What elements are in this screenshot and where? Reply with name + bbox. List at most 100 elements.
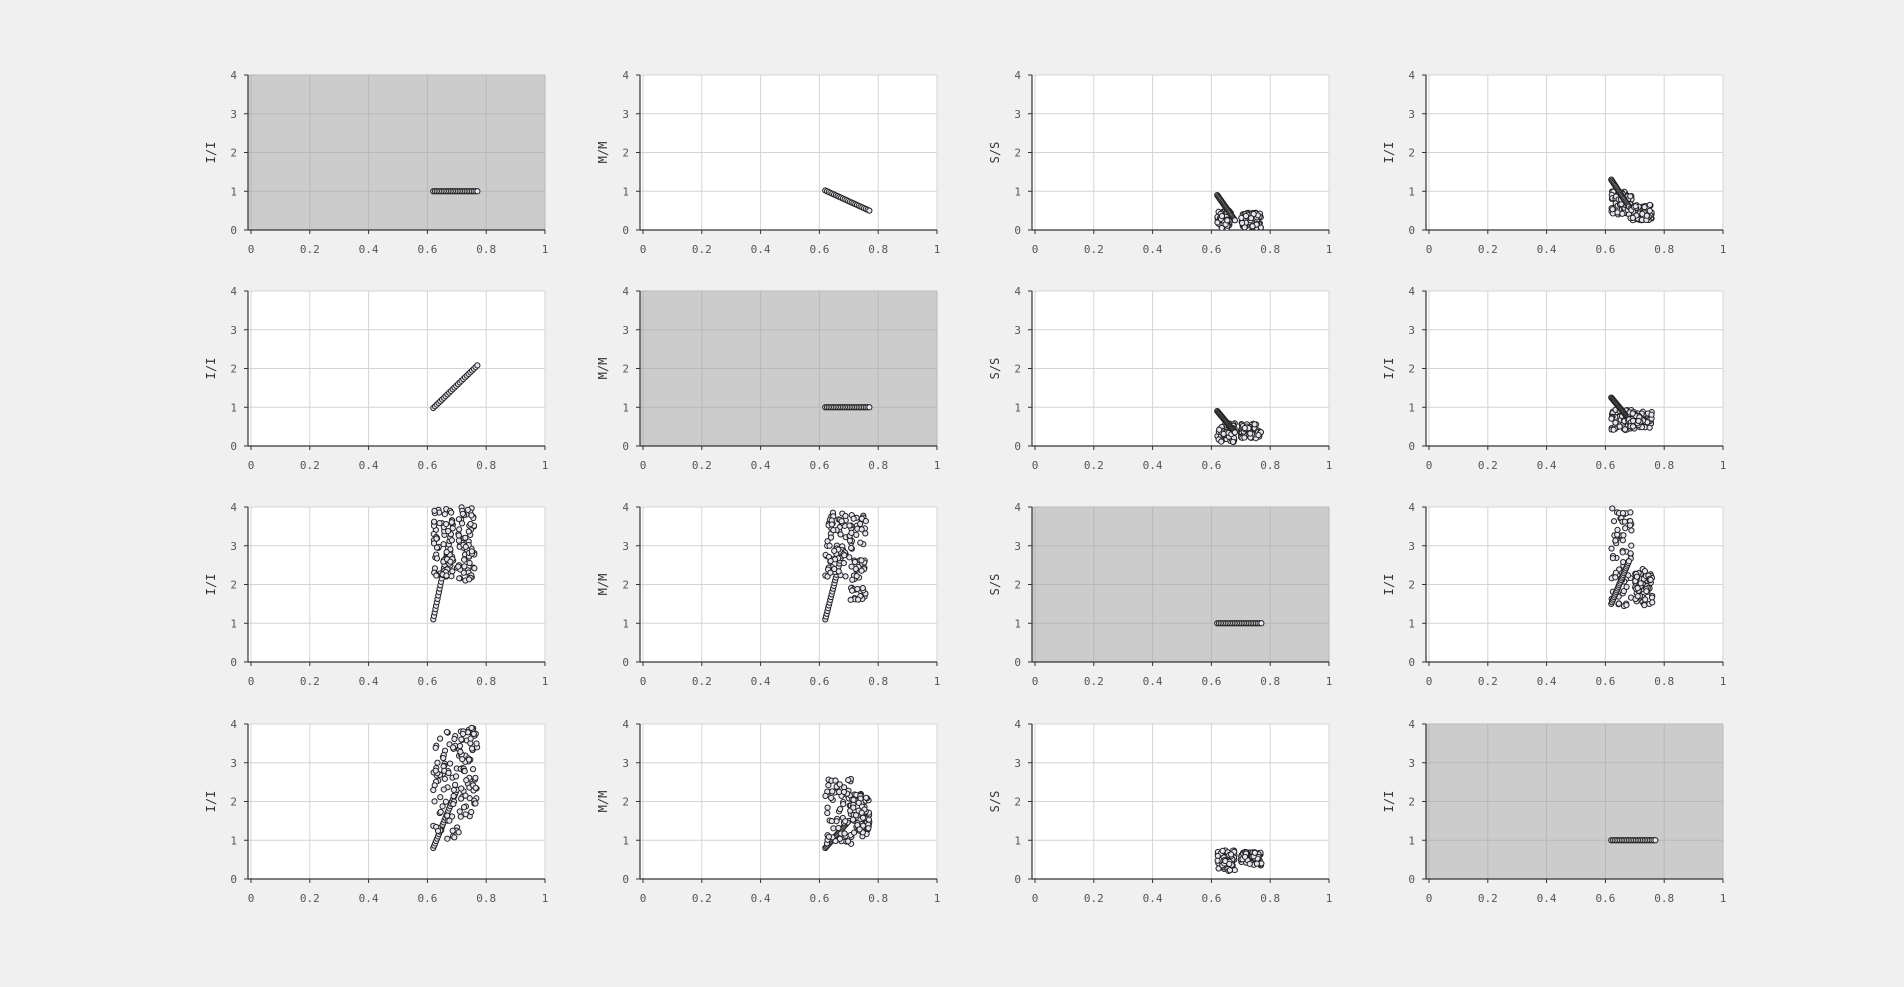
data-markers [1608,505,1656,610]
x-tick-label: 0 [640,892,647,905]
x-tick-label: 1 [1720,892,1727,905]
subplot-r3-c3: 0 0.2 0.4 0.6 0.8 1 0 1 2 3 4 I/I [1382,718,1726,905]
data-point [467,520,474,528]
x-tick-label: 0.8 [1654,675,1674,688]
data-point [1226,867,1234,874]
data-point [457,813,464,820]
data-point [840,788,848,796]
x-tick-label: 0.6 [1201,459,1221,472]
y-tick-label: 2 [230,579,237,592]
data-point [450,786,457,794]
y-axis-label: I/I [204,142,218,164]
y-axis-label: I/I [204,574,218,596]
data-point [442,798,450,805]
data-point [828,817,835,825]
data-point [1241,853,1249,860]
data-point [462,792,469,799]
y-tick-label: 2 [1014,363,1021,376]
data-point [848,563,855,570]
y-tick-label: 3 [622,108,629,121]
data-point [443,548,450,556]
y-axis-label: I/I [204,358,218,380]
data-point [858,809,865,816]
x-tick-label: 0.2 [1084,675,1104,688]
y-tick-label: 2 [622,796,629,809]
data-point [466,576,473,583]
y-tick-label: 1 [230,617,237,630]
y-tick-label: 2 [1408,579,1415,592]
data-point [436,520,443,527]
y-tick-label: 0 [1408,440,1415,453]
x-tick-label: 0.4 [1143,675,1163,688]
data-point [850,829,858,836]
data-point [1641,602,1648,609]
y-tick-label: 0 [230,440,237,453]
data-point [1258,620,1265,627]
y-tick-label: 4 [230,285,237,298]
data-point [827,557,834,565]
y-axis-label: S/S [988,791,1002,813]
data-point [446,817,453,824]
x-tick-label: 0.4 [751,459,771,472]
y-tick-label: 3 [1014,757,1021,770]
data-point [846,554,853,561]
data-point [470,730,477,738]
x-tick-label: 0.8 [476,459,496,472]
x-tick-label: 0.4 [1143,892,1163,905]
data-markers [822,404,873,411]
subplot-r1-c2: 0 0.2 0.4 0.6 0.8 1 0 1 2 3 4 S/S [988,285,1332,472]
data-point [448,509,455,516]
data-point [455,563,462,570]
data-point [432,744,439,751]
y-tick-label: 2 [622,363,629,376]
subplot-r2-c1: 0 0.2 0.4 0.6 0.8 1 0 1 2 3 4 M/M [596,501,940,688]
y-tick-label: 4 [1408,285,1415,298]
data-point [829,788,836,795]
y-tick-label: 4 [622,285,629,298]
data-point [462,534,469,541]
y-tick-label: 1 [1408,185,1415,198]
data-point [1251,421,1258,428]
data-point [856,826,863,833]
x-tick-label: 0.4 [359,243,379,256]
y-tick-label: 3 [230,540,237,553]
y-tick-label: 1 [1408,401,1415,414]
data-point [1609,555,1616,562]
data-point [1642,596,1649,603]
data-point [473,740,480,747]
y-axis-label: M/M [596,142,610,164]
y-axis-label: M/M [596,791,610,813]
data-point [445,769,452,777]
x-tick-label: 1 [1720,243,1727,256]
data-point [824,804,831,811]
data-point [1218,224,1225,230]
data-point [443,728,451,736]
data-point [432,767,439,774]
y-tick-label: 3 [230,108,237,121]
data-point [437,808,444,816]
data-point [469,766,477,773]
y-tick-label: 1 [1408,617,1415,630]
y-tick-label: 4 [622,718,629,731]
data-point [865,816,873,823]
x-tick-label: 0.2 [1478,675,1498,688]
x-tick-label: 0.6 [1595,892,1615,905]
data-point [1649,599,1656,606]
data-point [855,596,862,603]
data-markers [1608,837,1659,844]
y-tick-label: 2 [230,147,237,160]
data-point [455,537,462,544]
data-point [1229,438,1237,446]
x-tick-label: 0 [248,459,255,472]
subplot-r0-c3: 0 0.2 0.4 0.6 0.8 1 0 1 2 3 4 I/I [1382,69,1726,256]
data-point [434,759,441,766]
data-point [1646,207,1653,214]
x-tick-label: 1 [1326,243,1333,256]
data-point [1620,588,1627,595]
y-tick-label: 4 [1014,285,1021,298]
y-tick-label: 3 [1408,757,1415,770]
x-tick-label: 0.6 [1201,243,1221,256]
y-tick-label: 1 [230,834,237,847]
data-point [1247,430,1254,437]
data-markers [430,362,481,412]
